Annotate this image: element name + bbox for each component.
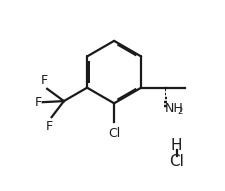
Text: F: F — [45, 120, 52, 133]
Text: H: H — [170, 138, 182, 153]
Text: NH: NH — [164, 102, 183, 115]
Text: F: F — [41, 74, 48, 87]
Text: F: F — [35, 96, 42, 109]
Text: Cl: Cl — [168, 154, 183, 169]
Text: 2: 2 — [177, 107, 182, 116]
Text: Cl: Cl — [108, 127, 120, 140]
